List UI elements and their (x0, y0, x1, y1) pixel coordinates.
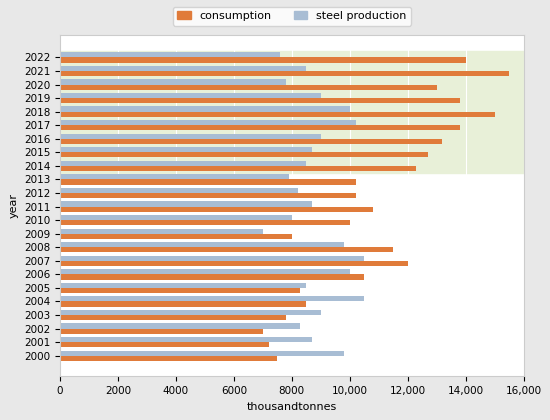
Bar (60, 288, 300, 293)
Bar (60, 323, 300, 328)
Bar (60, 297, 364, 302)
Bar (60, 51, 524, 173)
Bar (60, 161, 306, 166)
Bar (60, 179, 355, 185)
Bar (60, 107, 350, 112)
Bar (60, 207, 373, 212)
Bar (60, 337, 312, 342)
Bar (60, 342, 268, 347)
Bar (60, 215, 292, 220)
Bar (60, 274, 364, 280)
Bar (60, 84, 437, 90)
Bar (60, 93, 321, 98)
Bar (60, 269, 350, 274)
Bar (60, 147, 312, 152)
Bar (60, 71, 509, 76)
Bar (60, 98, 460, 103)
Bar (60, 52, 280, 58)
Bar (60, 228, 263, 234)
Bar (60, 134, 321, 139)
Y-axis label: year: year (8, 193, 18, 218)
Bar (60, 351, 344, 356)
Bar (60, 247, 393, 252)
Bar (60, 120, 355, 125)
Bar (60, 193, 355, 198)
Bar (60, 166, 416, 171)
Bar (60, 356, 277, 361)
Bar (60, 125, 460, 130)
Bar (60, 188, 298, 193)
Bar (60, 302, 306, 307)
Bar (60, 174, 289, 179)
Bar (60, 234, 292, 239)
Bar (60, 310, 321, 315)
Bar (60, 112, 494, 117)
Bar (60, 283, 306, 288)
Bar (60, 79, 286, 84)
Bar (60, 315, 286, 320)
Bar (60, 261, 408, 266)
X-axis label: thousandtonnes: thousandtonnes (246, 402, 337, 412)
Bar (60, 328, 263, 334)
Bar (60, 256, 364, 261)
Bar (60, 152, 428, 158)
Legend: consumption, steel production: consumption, steel production (173, 7, 411, 26)
Bar (60, 202, 312, 207)
Bar (60, 242, 344, 247)
Bar (60, 66, 306, 71)
Bar (60, 220, 350, 225)
Bar (60, 58, 466, 63)
Bar (60, 139, 442, 144)
